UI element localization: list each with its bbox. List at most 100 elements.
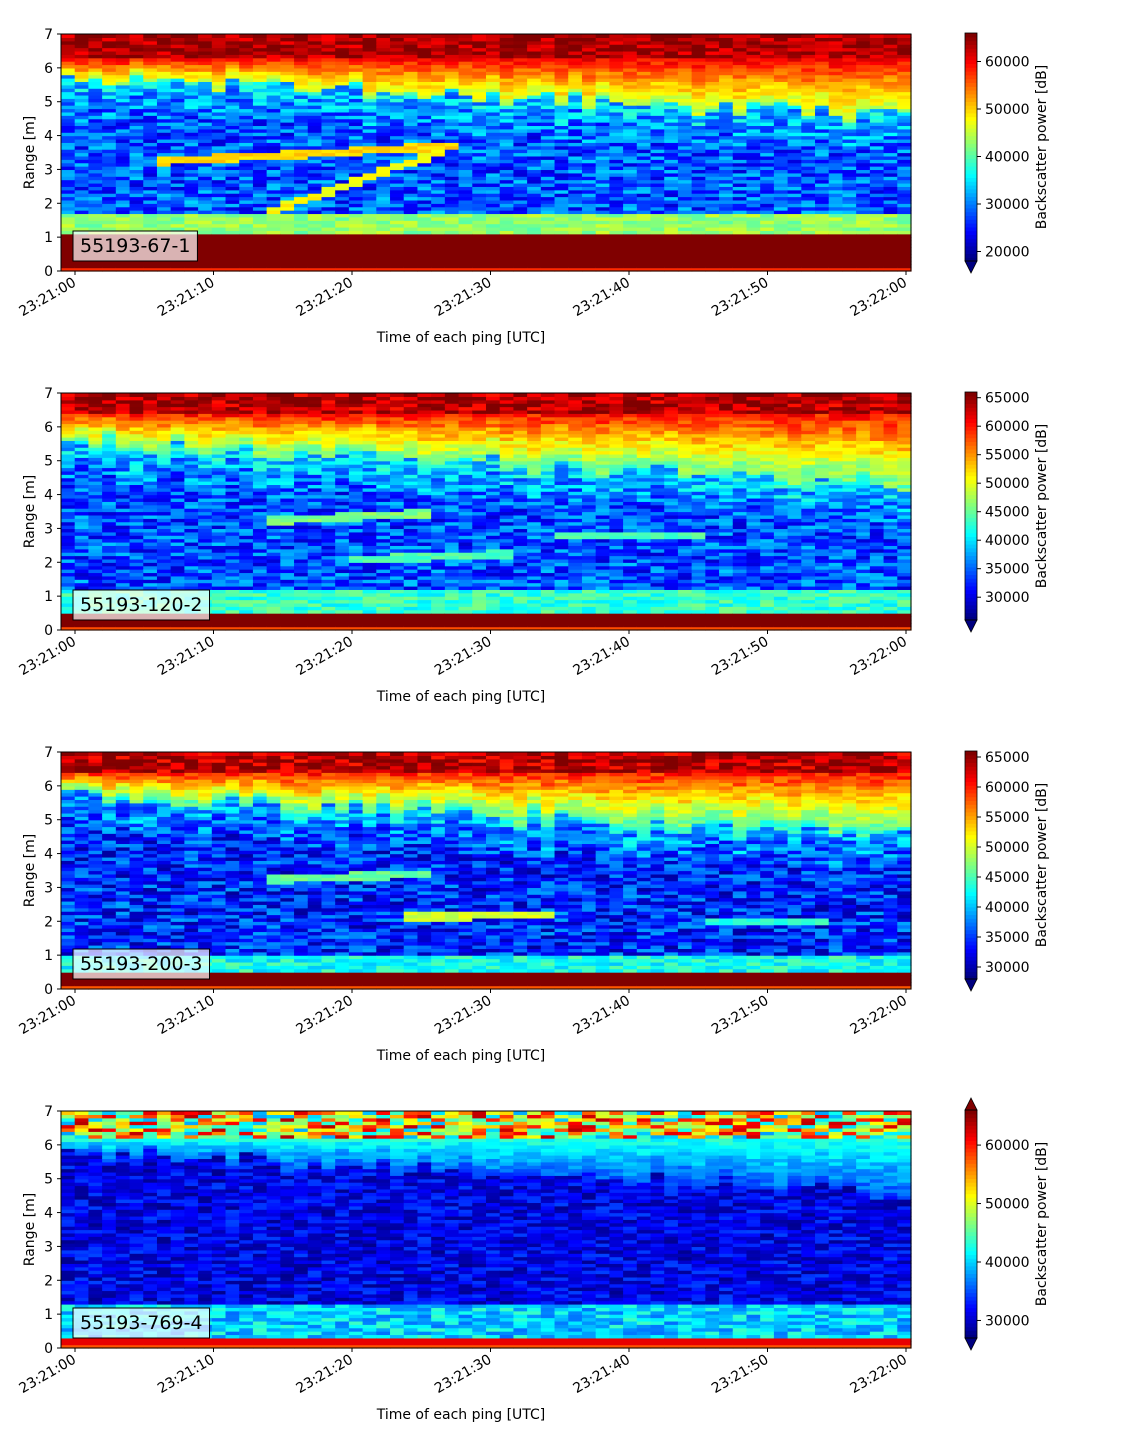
colorbar-segment — [965, 215, 977, 219]
y-axis-label: Range [m] — [22, 116, 38, 189]
colorbar-segment — [965, 41, 977, 45]
heatmap-cell — [692, 34, 706, 38]
colorbar-segment — [965, 204, 977, 208]
colorbar-segment — [965, 63, 977, 67]
colorbar-segment — [965, 170, 977, 174]
heatmap-cell — [390, 34, 404, 38]
heatmap-cell — [349, 34, 363, 38]
x-tick-label: 23:21:40 — [571, 275, 633, 320]
colorbar-segment — [965, 174, 977, 178]
colorbar-segment — [965, 177, 977, 181]
heatmap-cell — [61, 34, 75, 38]
heatmap-cell — [513, 34, 527, 38]
colorbar-segment — [965, 98, 977, 102]
x-tick-label: 23:21:10 — [155, 275, 217, 320]
colorbar-segment — [965, 253, 977, 257]
colorbar-tick-label: 50000 — [985, 102, 1030, 118]
heatmap-cell — [308, 34, 322, 38]
heatmap-cell — [623, 34, 637, 38]
colorbar-segment — [965, 139, 977, 143]
heatmap-cell — [431, 34, 445, 38]
colorbar-segment — [965, 136, 977, 140]
colorbar-tick-label: 30000 — [985, 197, 1030, 213]
heatmap-cell — [321, 34, 335, 38]
colorbar-segment — [965, 37, 977, 41]
colorbar-segment — [965, 109, 977, 113]
colorbar-segment — [965, 189, 977, 193]
panel-label-text: 55193-67-1 — [80, 235, 190, 257]
colorbar-segment — [965, 82, 977, 86]
heatmap-cell — [815, 34, 829, 38]
heatmap-cell — [198, 34, 212, 38]
heatmap-cell — [678, 34, 692, 38]
colorbar-segment — [965, 94, 977, 98]
colorbar-segment — [965, 75, 977, 79]
heatmap-cell — [829, 34, 843, 38]
heatmap-cell — [102, 393, 116, 397]
colorbar-segment — [965, 105, 977, 109]
heatmap-cell — [280, 34, 294, 38]
heatmap-cell — [746, 34, 760, 38]
colorbar-segment — [965, 246, 977, 250]
colorbar-segment — [965, 124, 977, 128]
heatmap-cell — [226, 34, 240, 38]
panel-label: 55193-67-1 — [73, 231, 197, 261]
colorbar-segment — [965, 193, 977, 197]
x-axis-label: Time of each ping [UTC] — [376, 330, 546, 346]
y-tick-label: 2 — [44, 196, 53, 212]
heatmap-cell — [719, 34, 733, 38]
colorbar-segment — [965, 208, 977, 212]
heatmap-cell — [705, 34, 719, 38]
y-tick-label: 0 — [44, 264, 53, 280]
heatmap-cell — [130, 393, 144, 397]
heatmap-cell — [143, 34, 157, 38]
heatmap-cell — [239, 34, 253, 38]
heatmap-cell — [88, 393, 102, 397]
heatmap-cell — [472, 34, 486, 38]
colorbar-segment — [965, 162, 977, 166]
colorbar-segment — [965, 86, 977, 90]
colorbar-segment — [965, 238, 977, 242]
heatmap-cell — [856, 34, 870, 38]
colorbar-segment — [965, 67, 977, 71]
heatmap-cell — [842, 34, 856, 38]
colorbar-segment — [965, 231, 977, 235]
heatmap-cell — [582, 34, 596, 38]
heatmap-cell — [555, 34, 569, 38]
y-tick-label: 4 — [44, 129, 53, 145]
heatmap-cell — [294, 34, 308, 38]
heatmap-cell — [541, 34, 555, 38]
colorbar-segment — [965, 56, 977, 60]
colorbar-segment — [965, 242, 977, 246]
colorbar-segment — [965, 196, 977, 200]
colorbar-segment — [965, 117, 977, 121]
colorbar-segment — [965, 90, 977, 94]
colorbar-segment — [965, 151, 977, 155]
heatmap-cell — [75, 393, 89, 397]
heatmap-cell — [500, 34, 514, 38]
heatmap-cell — [171, 34, 185, 38]
heatmap-cell — [253, 34, 267, 38]
heatmap-cell — [212, 34, 226, 38]
colorbar-segment — [965, 212, 977, 216]
colorbar-tick-label: 20000 — [985, 245, 1030, 261]
colorbar-segment — [965, 71, 977, 75]
heatmap-cell — [445, 34, 459, 38]
heatmap-cell — [596, 34, 610, 38]
heatmap-cell — [404, 34, 418, 38]
colorbar-segment — [965, 200, 977, 204]
heatmap-cell — [130, 34, 144, 38]
heatmap-cell — [609, 34, 623, 38]
heatmap-cell — [568, 34, 582, 38]
heatmap-cell — [116, 34, 130, 38]
colorbar-segment — [965, 250, 977, 254]
colorbar-segment — [965, 48, 977, 52]
heatmap-cell — [184, 34, 198, 38]
colorbar-label: Backscatter power [dB] — [1034, 65, 1050, 230]
y-tick-label: 3 — [44, 162, 53, 178]
colorbar-segment — [965, 181, 977, 185]
colorbar-segment — [965, 60, 977, 64]
